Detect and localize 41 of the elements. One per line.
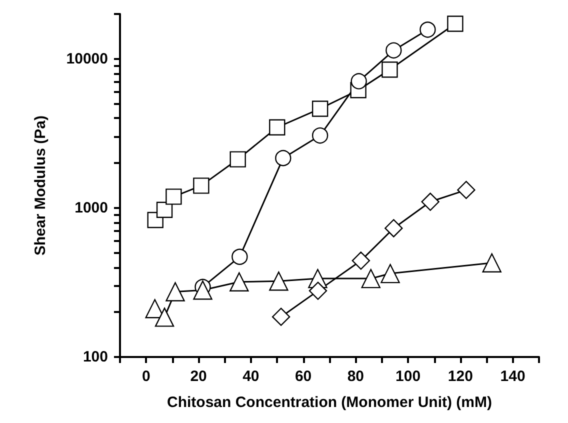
point: [308, 282, 328, 300]
x-tick-label: 140: [500, 368, 526, 385]
x-tick-label: 0: [142, 368, 150, 385]
point: [230, 151, 246, 168]
point: [272, 308, 290, 326]
point: [420, 22, 436, 38]
point: [350, 73, 367, 90]
y-axis-title: Shear Modulus (Pa): [32, 115, 49, 256]
y-tick-label: 1000: [74, 199, 108, 216]
point: [421, 192, 440, 211]
x-tick-label: 80: [347, 368, 364, 385]
point: [166, 282, 185, 302]
x-tick-label: 100: [396, 368, 421, 385]
point: [384, 219, 403, 238]
point: [386, 42, 402, 58]
x-tick-label: 20: [190, 368, 207, 385]
point: [382, 62, 398, 78]
point: [156, 202, 173, 218]
point: [154, 308, 174, 327]
x-tick-label: 40: [242, 368, 260, 385]
y-tick-label: 10000: [66, 50, 108, 68]
point: [380, 264, 400, 284]
point: [232, 248, 248, 265]
point: [193, 280, 212, 300]
x-tick-label: 120: [448, 368, 473, 385]
point: [275, 150, 292, 166]
y-tick-label: 100: [82, 348, 108, 366]
point: [361, 268, 380, 288]
x-tick-label: 60: [294, 368, 312, 385]
point: [352, 252, 370, 270]
x-axis-title: Chitosan Concentration (Monomer Unit) (mM): [167, 394, 492, 411]
point: [312, 100, 328, 117]
point: [482, 253, 502, 272]
point: [269, 119, 286, 136]
point: [457, 180, 476, 200]
point: [166, 188, 182, 205]
point: [312, 127, 328, 144]
point: [193, 178, 210, 194]
point: [447, 16, 464, 32]
point: [230, 272, 249, 292]
point: [269, 271, 288, 291]
